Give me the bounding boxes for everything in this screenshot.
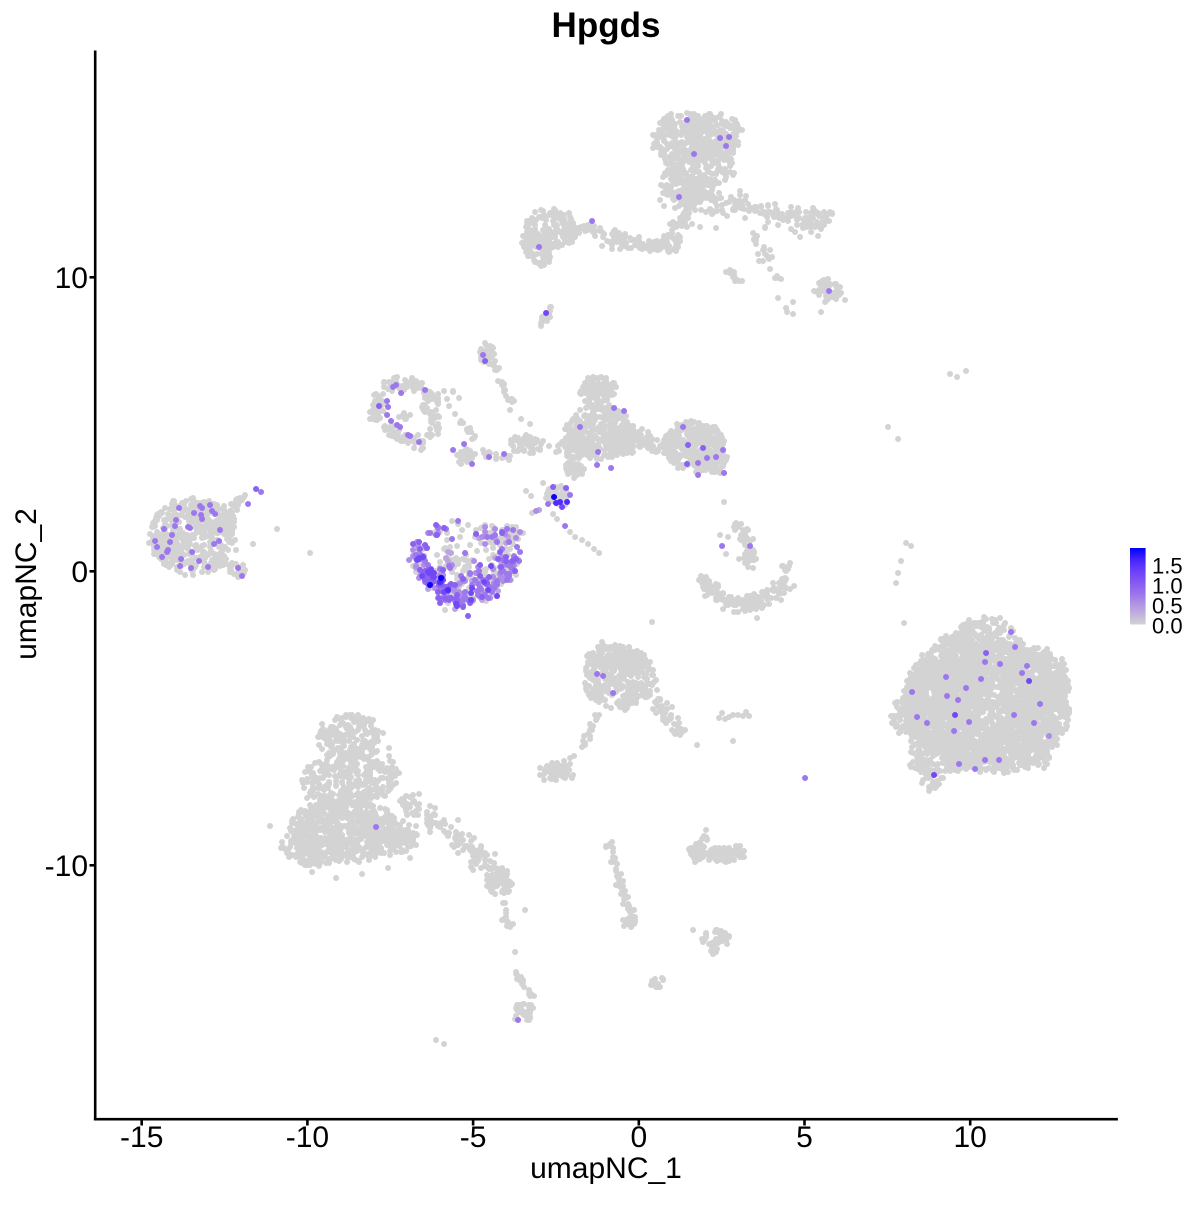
svg-text:5: 5 [796, 1121, 813, 1154]
svg-text:Hpgds: Hpgds [552, 6, 661, 45]
svg-text:-10: -10 [286, 1121, 329, 1154]
svg-text:10: 10 [954, 1121, 987, 1154]
svg-text:1.5: 1.5 [1152, 554, 1183, 579]
svg-text:10: 10 [55, 262, 88, 295]
svg-text:0: 0 [630, 1121, 647, 1154]
svg-text:-15: -15 [120, 1121, 163, 1154]
svg-text:0.5: 0.5 [1152, 593, 1183, 618]
svg-text:umapNC_1: umapNC_1 [530, 1152, 682, 1185]
svg-text:0.0: 0.0 [1152, 613, 1183, 638]
svg-text:0: 0 [71, 556, 88, 589]
svg-text:umapNC_2: umapNC_2 [10, 508, 43, 660]
svg-text:-5: -5 [460, 1121, 487, 1154]
svg-text:-10: -10 [45, 850, 88, 883]
svg-text:1.0: 1.0 [1152, 574, 1183, 599]
